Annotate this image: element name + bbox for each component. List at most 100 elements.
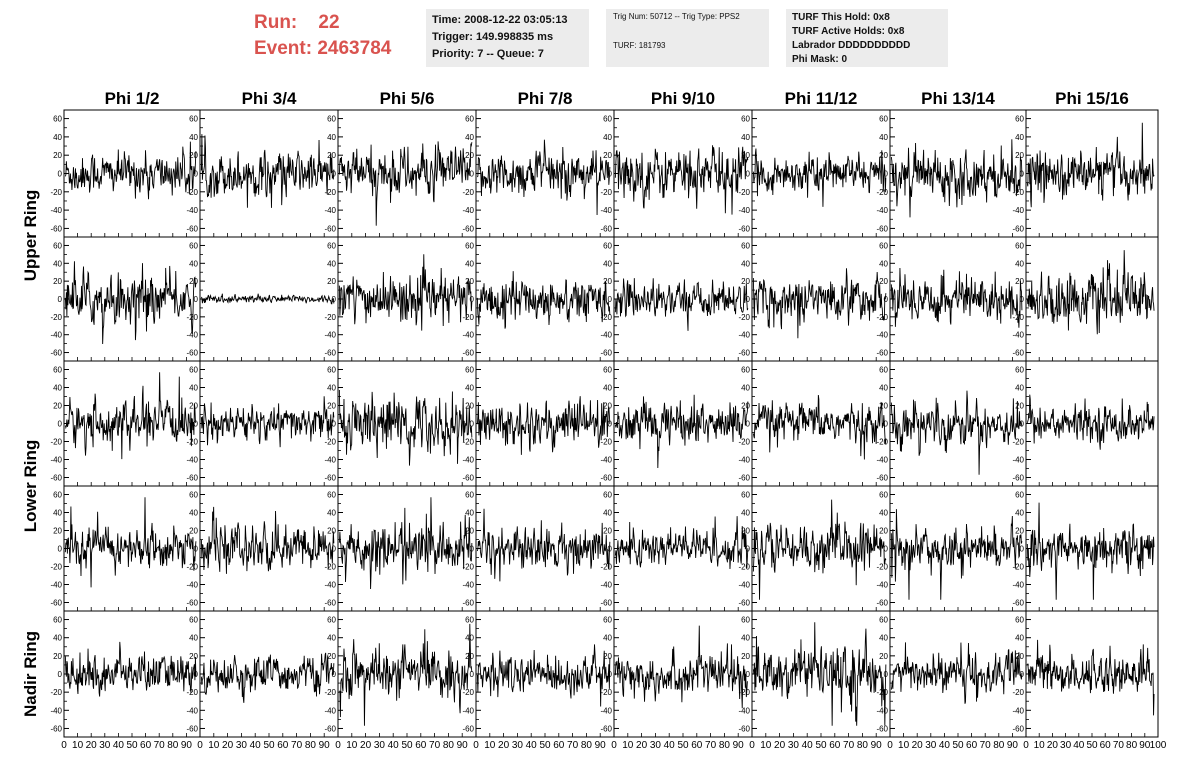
waveform-trace <box>200 293 335 305</box>
column-header: Phi 3/4 <box>242 89 297 108</box>
y-tick-label: 60 <box>603 115 612 124</box>
x-tick-label: 10 <box>898 740 910 751</box>
y-tick-label: 60 <box>189 366 198 375</box>
waveform-trace <box>614 625 749 709</box>
y-tick-label: 60 <box>189 491 198 500</box>
waveform-trace <box>890 268 1023 328</box>
waveform-trace <box>338 390 473 466</box>
y-tick-label: 60 <box>603 366 612 375</box>
y-tick-label: 40 <box>1015 509 1024 518</box>
y-tick-label: -20 <box>186 438 198 447</box>
y-tick-label: 20 <box>741 402 750 411</box>
x-tick-label: 40 <box>388 740 400 751</box>
y-tick-label: 20 <box>1015 277 1024 286</box>
y-tick-label: 60 <box>327 241 336 250</box>
y-tick-label: 0 <box>746 295 751 304</box>
column-header: Phi 5/6 <box>380 89 435 108</box>
y-tick-label: 20 <box>53 652 62 661</box>
y-tick-label: -60 <box>600 349 612 358</box>
x-tick-label: 30 <box>788 740 800 751</box>
x-tick-label: 70 <box>291 740 303 751</box>
column-header: Phi 1/2 <box>105 89 160 108</box>
y-tick-label: -40 <box>324 706 336 715</box>
y-tick-label: 60 <box>741 115 750 124</box>
y-tick-label: 0 <box>332 295 337 304</box>
y-tick-label: 40 <box>465 259 474 268</box>
y-tick-label: -20 <box>50 188 62 197</box>
y-tick-label: 40 <box>53 509 62 518</box>
y-tick-label: 20 <box>465 402 474 411</box>
y-tick-label: -20 <box>876 563 888 572</box>
waveform-trace <box>338 254 473 331</box>
y-tick-label: 40 <box>465 509 474 518</box>
y-tick-label: -60 <box>738 599 750 608</box>
y-tick-label: 40 <box>189 133 198 142</box>
x-tick-label: 0 <box>1023 740 1029 751</box>
y-tick-label: -40 <box>600 331 612 340</box>
y-tick-label: -40 <box>600 456 612 465</box>
y-tick-label: 20 <box>1015 402 1024 411</box>
y-tick-label: 0 <box>470 545 475 554</box>
x-tick-label: 10 <box>1034 740 1046 751</box>
y-tick-label: 40 <box>53 384 62 393</box>
event-value: 2463784 <box>317 38 392 59</box>
y-tick-label: -20 <box>600 563 612 572</box>
y-tick-label: -20 <box>600 313 612 322</box>
y-tick-label: 40 <box>189 634 198 643</box>
x-tick-label: 50 <box>1086 740 1098 751</box>
waveform-trace <box>890 509 1023 600</box>
waveform-trace <box>200 652 335 703</box>
y-tick-label: 40 <box>465 133 474 142</box>
x-tick-label: 10 <box>72 740 84 751</box>
y-tick-label: -60 <box>324 224 336 233</box>
x-tick-label: 70 <box>154 740 166 751</box>
y-tick-label: 60 <box>53 366 62 375</box>
y-tick-label: -40 <box>462 706 474 715</box>
y-tick-label: -60 <box>876 224 888 233</box>
x-tick-label: 80 <box>581 740 593 751</box>
x-tick-label: 30 <box>1060 740 1072 751</box>
y-tick-label: 20 <box>1015 151 1024 160</box>
x-tick-label: 90 <box>733 740 745 751</box>
y-tick-label: 60 <box>465 366 474 375</box>
y-tick-label: -40 <box>462 206 474 215</box>
y-tick-label: -40 <box>1012 706 1024 715</box>
x-tick-label: 90 <box>1139 740 1151 751</box>
y-tick-label: 60 <box>603 241 612 250</box>
panel-frame <box>63 109 201 238</box>
x-tick-label: 60 <box>829 740 841 751</box>
x-tick-label: 0 <box>749 740 755 751</box>
y-tick-label: 60 <box>1015 491 1024 500</box>
x-tick-label: 70 <box>843 740 855 751</box>
x-tick-label: 90 <box>457 740 469 751</box>
waveform-trace <box>614 278 749 331</box>
y-tick-label: 60 <box>53 491 62 500</box>
y-tick-label: -40 <box>1012 206 1024 215</box>
y-tick-label: 60 <box>327 616 336 625</box>
y-tick-label: 60 <box>603 616 612 625</box>
x-tick-label: 50 <box>539 740 551 751</box>
y-tick-label: -40 <box>1012 331 1024 340</box>
waveform-trace <box>1026 250 1155 335</box>
x-tick-label: 20 <box>774 740 786 751</box>
row-label: Upper Ring <box>21 190 40 282</box>
y-tick-label: -20 <box>50 563 62 572</box>
y-tick-label: 20 <box>1015 652 1024 661</box>
y-tick-label: -40 <box>50 581 62 590</box>
x-tick-label: 20 <box>222 740 234 751</box>
y-tick-label: 60 <box>603 491 612 500</box>
y-tick-label: -60 <box>462 474 474 483</box>
y-tick-label: -20 <box>1012 188 1024 197</box>
y-tick-label: -40 <box>462 331 474 340</box>
waveform-trace <box>64 641 197 697</box>
y-tick-label: -40 <box>876 581 888 590</box>
y-tick-label: -40 <box>50 206 62 215</box>
y-tick-label: 0 <box>332 170 337 179</box>
waveform-trace <box>64 372 197 460</box>
y-tick-label: 20 <box>465 151 474 160</box>
y-tick-label: 60 <box>741 616 750 625</box>
y-tick-label: 60 <box>879 616 888 625</box>
x-tick-label: 0 <box>611 740 617 751</box>
trig-info-box: Trig Num: 50712 -- Trig Type: PPS2 TURF:… <box>606 9 769 67</box>
panel-frame <box>889 485 1027 612</box>
